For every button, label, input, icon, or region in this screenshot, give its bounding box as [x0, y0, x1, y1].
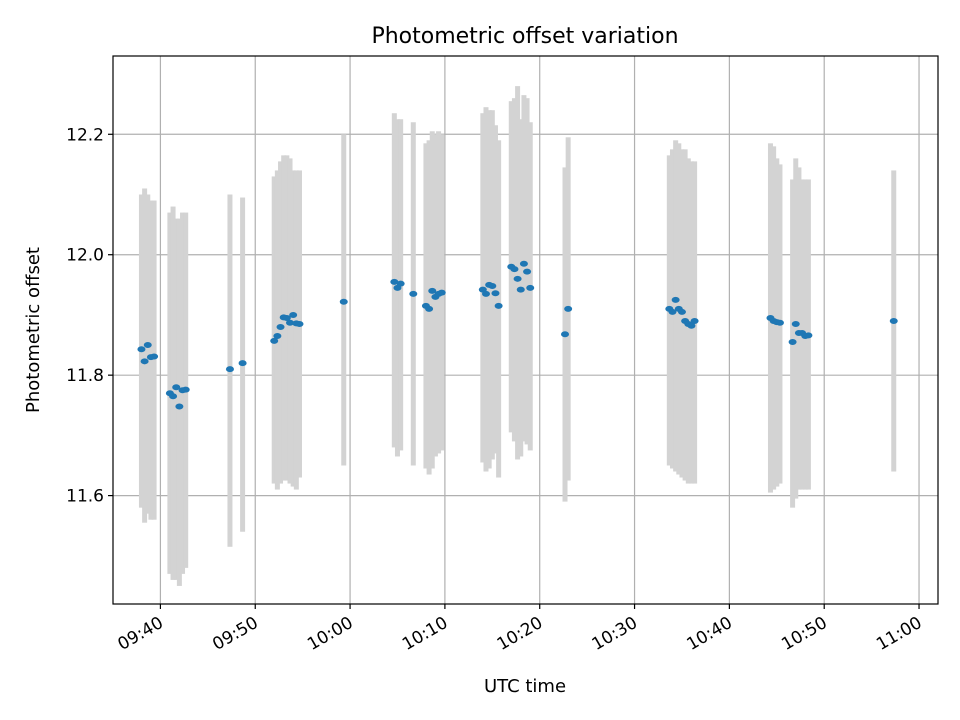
data-point — [488, 283, 497, 290]
error-bar — [492, 125, 498, 454]
data-point — [564, 305, 573, 312]
data-point — [181, 386, 190, 393]
data-point — [339, 298, 348, 305]
plot-frame — [112, 55, 939, 605]
x-axis-label: UTC time — [484, 676, 566, 697]
data-point — [804, 332, 813, 339]
data-point — [491, 290, 500, 297]
error-bar — [682, 149, 688, 481]
data-points — [137, 260, 898, 410]
data-point — [425, 305, 434, 312]
data-point — [172, 384, 181, 391]
error-bar — [142, 188, 148, 523]
error-bar — [148, 200, 154, 520]
data-point — [671, 296, 680, 303]
error-bar — [793, 158, 799, 499]
data-point — [282, 314, 291, 321]
data-point — [140, 358, 149, 365]
y-tick-label: 12.2 — [66, 125, 104, 145]
error-bar — [796, 167, 802, 490]
data-point — [286, 319, 295, 326]
data-point — [690, 317, 699, 324]
data-point — [687, 322, 696, 329]
data-point — [510, 266, 519, 273]
data-point — [481, 290, 490, 297]
error-bar — [429, 131, 435, 469]
data-point — [238, 360, 247, 367]
data-point — [409, 290, 418, 297]
data-point — [270, 337, 279, 344]
data-point — [677, 308, 686, 315]
error-bar — [673, 140, 679, 472]
error-bar — [271, 176, 277, 484]
error-bar — [290, 170, 296, 487]
data-point — [295, 320, 304, 327]
data-point — [169, 393, 178, 400]
error-bar — [145, 194, 151, 514]
y-axis-ticks: 11.6 11.8 12.0 12.2 — [66, 125, 113, 507]
error-bar — [274, 170, 280, 490]
error-bar — [176, 218, 182, 586]
error-bar — [278, 161, 284, 484]
data-point — [788, 339, 797, 346]
data-point — [137, 346, 146, 353]
y-tick-label: 11.6 — [66, 487, 104, 507]
data-point — [494, 302, 503, 309]
error-bar — [180, 212, 186, 574]
data-point — [519, 260, 528, 267]
data-point — [516, 286, 525, 293]
error-bar — [293, 170, 299, 490]
error-bar — [496, 140, 502, 478]
error-bar — [151, 200, 157, 520]
data-point — [889, 317, 898, 324]
error-bar — [515, 86, 521, 460]
chart-title: Photometric offset variation — [371, 24, 678, 49]
error-bar — [486, 110, 492, 469]
data-point — [523, 268, 532, 275]
data-point — [526, 284, 535, 291]
data-point — [428, 287, 437, 294]
data-point — [175, 403, 184, 410]
data-point — [561, 331, 570, 338]
data-point — [225, 366, 234, 373]
y-tick-label: 12.0 — [66, 246, 104, 266]
data-point — [390, 278, 399, 285]
data-point — [437, 289, 446, 296]
data-point — [143, 342, 152, 349]
error-bar — [173, 218, 179, 580]
data-point — [668, 308, 677, 315]
data-point — [289, 311, 298, 318]
data-point — [396, 280, 405, 287]
data-point — [775, 319, 784, 326]
data-point — [273, 333, 282, 340]
y-axis-label: Photometric offset — [23, 247, 44, 413]
data-point — [276, 323, 285, 330]
error-bar — [521, 95, 527, 442]
data-point — [791, 320, 800, 327]
data-point — [150, 353, 159, 360]
y-tick-label: 11.8 — [66, 366, 104, 386]
data-point — [513, 275, 522, 282]
